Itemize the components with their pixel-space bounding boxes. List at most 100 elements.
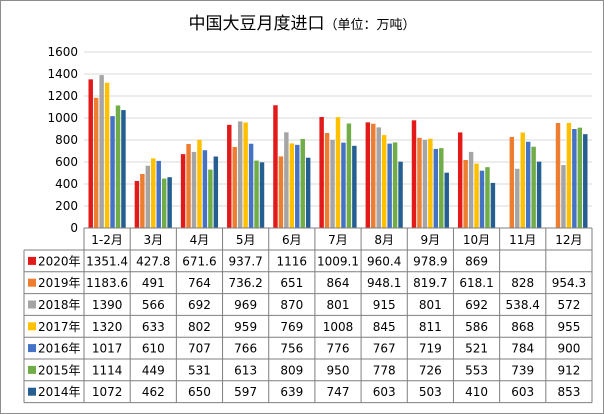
data-label: 462 (142, 385, 165, 399)
data-label: 1009.1 (317, 254, 359, 268)
data-label: 503 (419, 385, 442, 399)
bar (428, 138, 433, 228)
legend-swatch (28, 365, 36, 374)
data-label: 603 (373, 385, 396, 399)
data-label: 692 (465, 298, 488, 312)
data-label: 521 (465, 342, 488, 356)
legend-label: 2017年 (38, 320, 81, 334)
bar (115, 105, 121, 228)
bar (485, 167, 490, 228)
bar (208, 169, 213, 228)
data-label: 553 (465, 363, 488, 377)
legend-label: 2018年 (38, 298, 81, 312)
data-label: 802 (188, 320, 211, 334)
category-label: 4月 (190, 233, 210, 247)
bar (536, 161, 542, 228)
category-label: 6月 (282, 233, 302, 247)
y-tick-label: 1400 (47, 67, 78, 81)
data-label: 1390 (92, 298, 123, 312)
y-tick-label: 1000 (47, 111, 78, 125)
data-label: 603 (511, 385, 534, 399)
bar (134, 180, 140, 228)
bar (197, 139, 202, 228)
bar (583, 134, 588, 228)
legend-swatch (28, 278, 36, 287)
bar (202, 150, 208, 228)
bar (227, 124, 232, 228)
data-label: 969 (234, 298, 257, 312)
bar (88, 79, 93, 228)
data-label: 937.7 (228, 254, 262, 268)
data-label: 538.4 (506, 298, 540, 312)
bar (509, 136, 515, 228)
data-label: 671.6 (182, 254, 216, 268)
data-label: 819.7 (413, 276, 447, 290)
bar (515, 168, 520, 228)
bar (346, 123, 352, 228)
data-label: 811 (419, 320, 442, 334)
category-label: 3月 (143, 233, 163, 247)
category-label: 8月 (374, 233, 394, 247)
category-label: 9月 (421, 233, 441, 247)
bar (232, 147, 237, 228)
bar (186, 143, 191, 228)
y-tick-label: 400 (55, 177, 78, 191)
bar (479, 170, 485, 228)
data-label: 950 (327, 363, 350, 377)
bar (531, 146, 536, 228)
bar (278, 156, 284, 228)
bar (140, 173, 145, 228)
bar (213, 156, 219, 228)
bar (110, 116, 115, 228)
y-tick-label: 1600 (47, 45, 78, 59)
bar (237, 121, 243, 228)
chart-title-text: 中国大豆月度进口 (188, 14, 325, 34)
legend-swatch (28, 387, 36, 396)
data-label: 766 (234, 342, 257, 356)
data-label: 845 (373, 320, 396, 334)
data-label: 868 (511, 320, 534, 334)
data-label: 756 (280, 342, 303, 356)
category-label: 10月 (463, 233, 490, 247)
bar (352, 145, 357, 228)
data-label: 1116 (277, 254, 308, 268)
data-label: 633 (142, 320, 165, 334)
data-label: 610 (142, 342, 165, 356)
bar (167, 177, 172, 228)
y-tick-label: 800 (55, 133, 78, 147)
bar (243, 122, 248, 228)
bar (324, 132, 330, 228)
data-label: 776 (327, 342, 350, 356)
bar (577, 127, 583, 228)
legend-swatch (28, 300, 36, 309)
bar (273, 105, 278, 228)
bar (254, 160, 259, 228)
category-label: 5月 (236, 233, 256, 247)
bar (330, 139, 335, 228)
legend-label: 2016年 (38, 342, 81, 356)
bar (156, 160, 161, 228)
bar (387, 143, 392, 228)
bar (284, 132, 289, 228)
bar (259, 162, 265, 228)
data-label: 572 (557, 298, 580, 312)
legend-swatch (28, 344, 36, 353)
data-label: 767 (373, 342, 396, 356)
bar (99, 75, 104, 228)
data-label: 764 (188, 276, 211, 290)
data-label: 1183.6 (86, 276, 128, 290)
bar (289, 143, 295, 228)
bar (463, 160, 468, 228)
data-label: 726 (419, 363, 442, 377)
bar (161, 178, 167, 228)
chart-unit-note: （单位：万吨） (324, 18, 416, 33)
legend-label: 2020年 (38, 254, 81, 268)
legend-swatch (28, 322, 36, 331)
data-label: 955 (557, 320, 580, 334)
bar (572, 129, 577, 228)
legend-swatch (28, 256, 36, 265)
data-label: 853 (557, 385, 580, 399)
data-label: 870 (280, 298, 303, 312)
data-label: 869 (465, 254, 488, 268)
bar (439, 148, 444, 228)
